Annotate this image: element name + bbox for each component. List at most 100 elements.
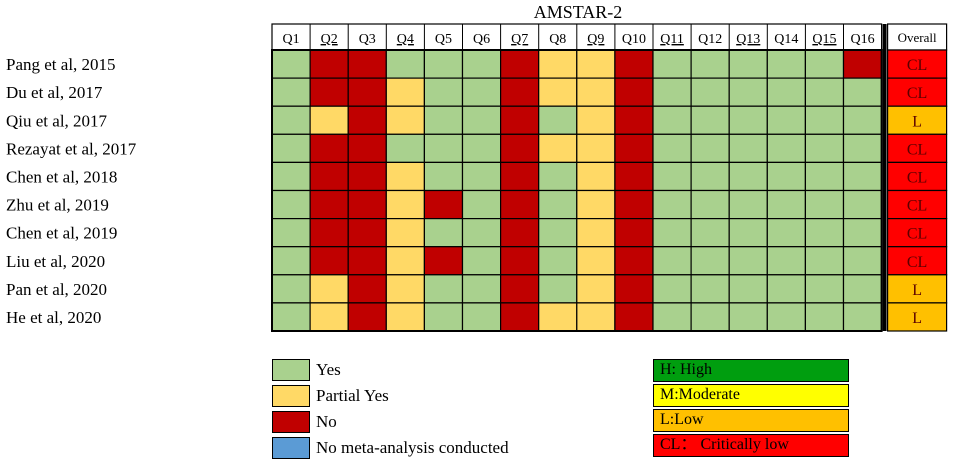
legend-label: No meta-analysis conducted: [316, 438, 509, 457]
heatmap-cell: [766, 105, 806, 135]
heatmap-cell: [271, 189, 311, 220]
heatmap-cell: [347, 161, 387, 192]
heatmap-cell: [652, 189, 692, 220]
heatmap-cell: [538, 133, 578, 164]
heatmap-cell: [347, 133, 387, 164]
heatmap-cell: [766, 161, 806, 192]
row-label: Liu et al, 2020: [6, 252, 105, 271]
heatmap-cell: [652, 302, 692, 332]
heatmap-cell: [347, 218, 387, 248]
legend-swatch: [272, 437, 310, 459]
heatmap-cell: [309, 302, 349, 332]
overall-rating: CL: [907, 226, 927, 243]
column-header: Q15: [812, 32, 836, 47]
heatmap-cell: [500, 302, 540, 332]
grid-border: [271, 49, 883, 332]
heatmap-cell: [842, 302, 883, 332]
overall-rating: L: [912, 282, 922, 299]
heatmap-cell: [728, 302, 768, 332]
heatmap-cell: [423, 105, 464, 135]
heatmap-cell: [842, 218, 883, 248]
heatmap-cell: [804, 189, 845, 220]
heatmap-cell: [576, 49, 616, 79]
overall-rating: L: [912, 113, 922, 130]
heatmap-cell: [576, 189, 616, 220]
heatmap-cell: [576, 161, 616, 192]
heatmap-cell: [500, 133, 540, 164]
row-label: Rezayat et al, 2017: [6, 139, 137, 158]
heatmap-cell: [423, 133, 464, 164]
column-header: Q5: [435, 32, 452, 47]
heatmap-cell: [690, 302, 730, 332]
heatmap-cell: [423, 246, 464, 276]
heatmap-cell: [271, 105, 311, 135]
heatmap-cell: [347, 105, 387, 135]
heatmap-cell: [500, 274, 540, 304]
overall-header-cell: [886, 23, 948, 51]
heatmap-cell: [728, 189, 768, 220]
heatmap-cell: [347, 49, 387, 79]
overall-header: Overall: [898, 30, 937, 45]
heatmap-cell: [500, 49, 540, 79]
heatmap-cell: [842, 161, 883, 192]
heatmap-cell: [766, 189, 806, 220]
cell-legend: Yes Partial Yes No No meta-analysis conduct…: [272, 357, 602, 465]
heatmap-cell: [385, 77, 425, 107]
heatmap-cell: [271, 246, 311, 276]
heatmap-cell: [804, 105, 845, 135]
heatmap-cell: [538, 274, 578, 304]
heatmap-cell: [423, 302, 464, 332]
heatmap-cell: [309, 105, 349, 135]
heatmap-cell: [842, 246, 883, 276]
heatmap-cell: [576, 133, 616, 164]
column-header: Q2: [321, 32, 338, 47]
heatmap-cell: [461, 133, 502, 164]
heatmap-cell: [500, 77, 540, 107]
overall-rating: CL: [907, 141, 927, 158]
column-header: Q11: [660, 32, 684, 47]
heatmap-cell: [766, 133, 806, 164]
heatmap-cell: [309, 189, 349, 220]
row-label: Chen et al, 2018: [6, 167, 117, 186]
row-label: Du et al, 2017: [6, 83, 103, 102]
heatmap-cell: [423, 77, 464, 107]
heatmap-cell: [614, 218, 654, 248]
heatmap-cell: [309, 218, 349, 248]
heatmap-cell: [766, 246, 806, 276]
heatmap-cell: [690, 133, 730, 164]
heatmap-cell: [500, 105, 540, 135]
heatmap-cell: [614, 77, 654, 107]
heatmap-cell: [652, 49, 692, 79]
legend-swatch: [272, 411, 310, 433]
overall-rating: CL: [907, 57, 927, 74]
heatmap-cell: [690, 274, 730, 304]
overall-legend-item: L:Low: [653, 409, 849, 432]
legend-item: Partial Yes: [272, 383, 389, 409]
heatmap-cell: [309, 133, 349, 164]
heatmap-cell: [842, 189, 883, 220]
column-header: Q16: [850, 32, 874, 47]
overall-cell: [886, 302, 948, 332]
heatmap-cell: [385, 246, 425, 276]
chart-title: AMSTAR-2: [534, 2, 623, 22]
heatmap-cell: [538, 189, 578, 220]
heatmap-cell: [842, 274, 883, 304]
heatmap-cell: [423, 189, 464, 220]
heatmap-cell: [461, 161, 502, 192]
row-label: Chen et al, 2019: [6, 224, 117, 243]
overall-cell: [886, 49, 948, 79]
heatmap-cell: [804, 274, 845, 304]
heatmap-cell: [271, 77, 311, 107]
heatmap-cell: [766, 77, 806, 107]
row-label: He et al, 2020: [6, 308, 101, 327]
heatmap-cell: [271, 274, 311, 304]
heatmap-cell: [423, 49, 464, 79]
heatmap-cell: [652, 105, 692, 135]
heatmap-cell: [385, 218, 425, 248]
heatmap-cell: [309, 274, 349, 304]
heatmap-cell: [309, 77, 349, 107]
heatmap-cell: [538, 246, 578, 276]
row-label: Pan et al, 2020: [6, 280, 107, 299]
overall-legend-item: M:Moderate: [653, 384, 849, 407]
heatmap-cell: [690, 218, 730, 248]
